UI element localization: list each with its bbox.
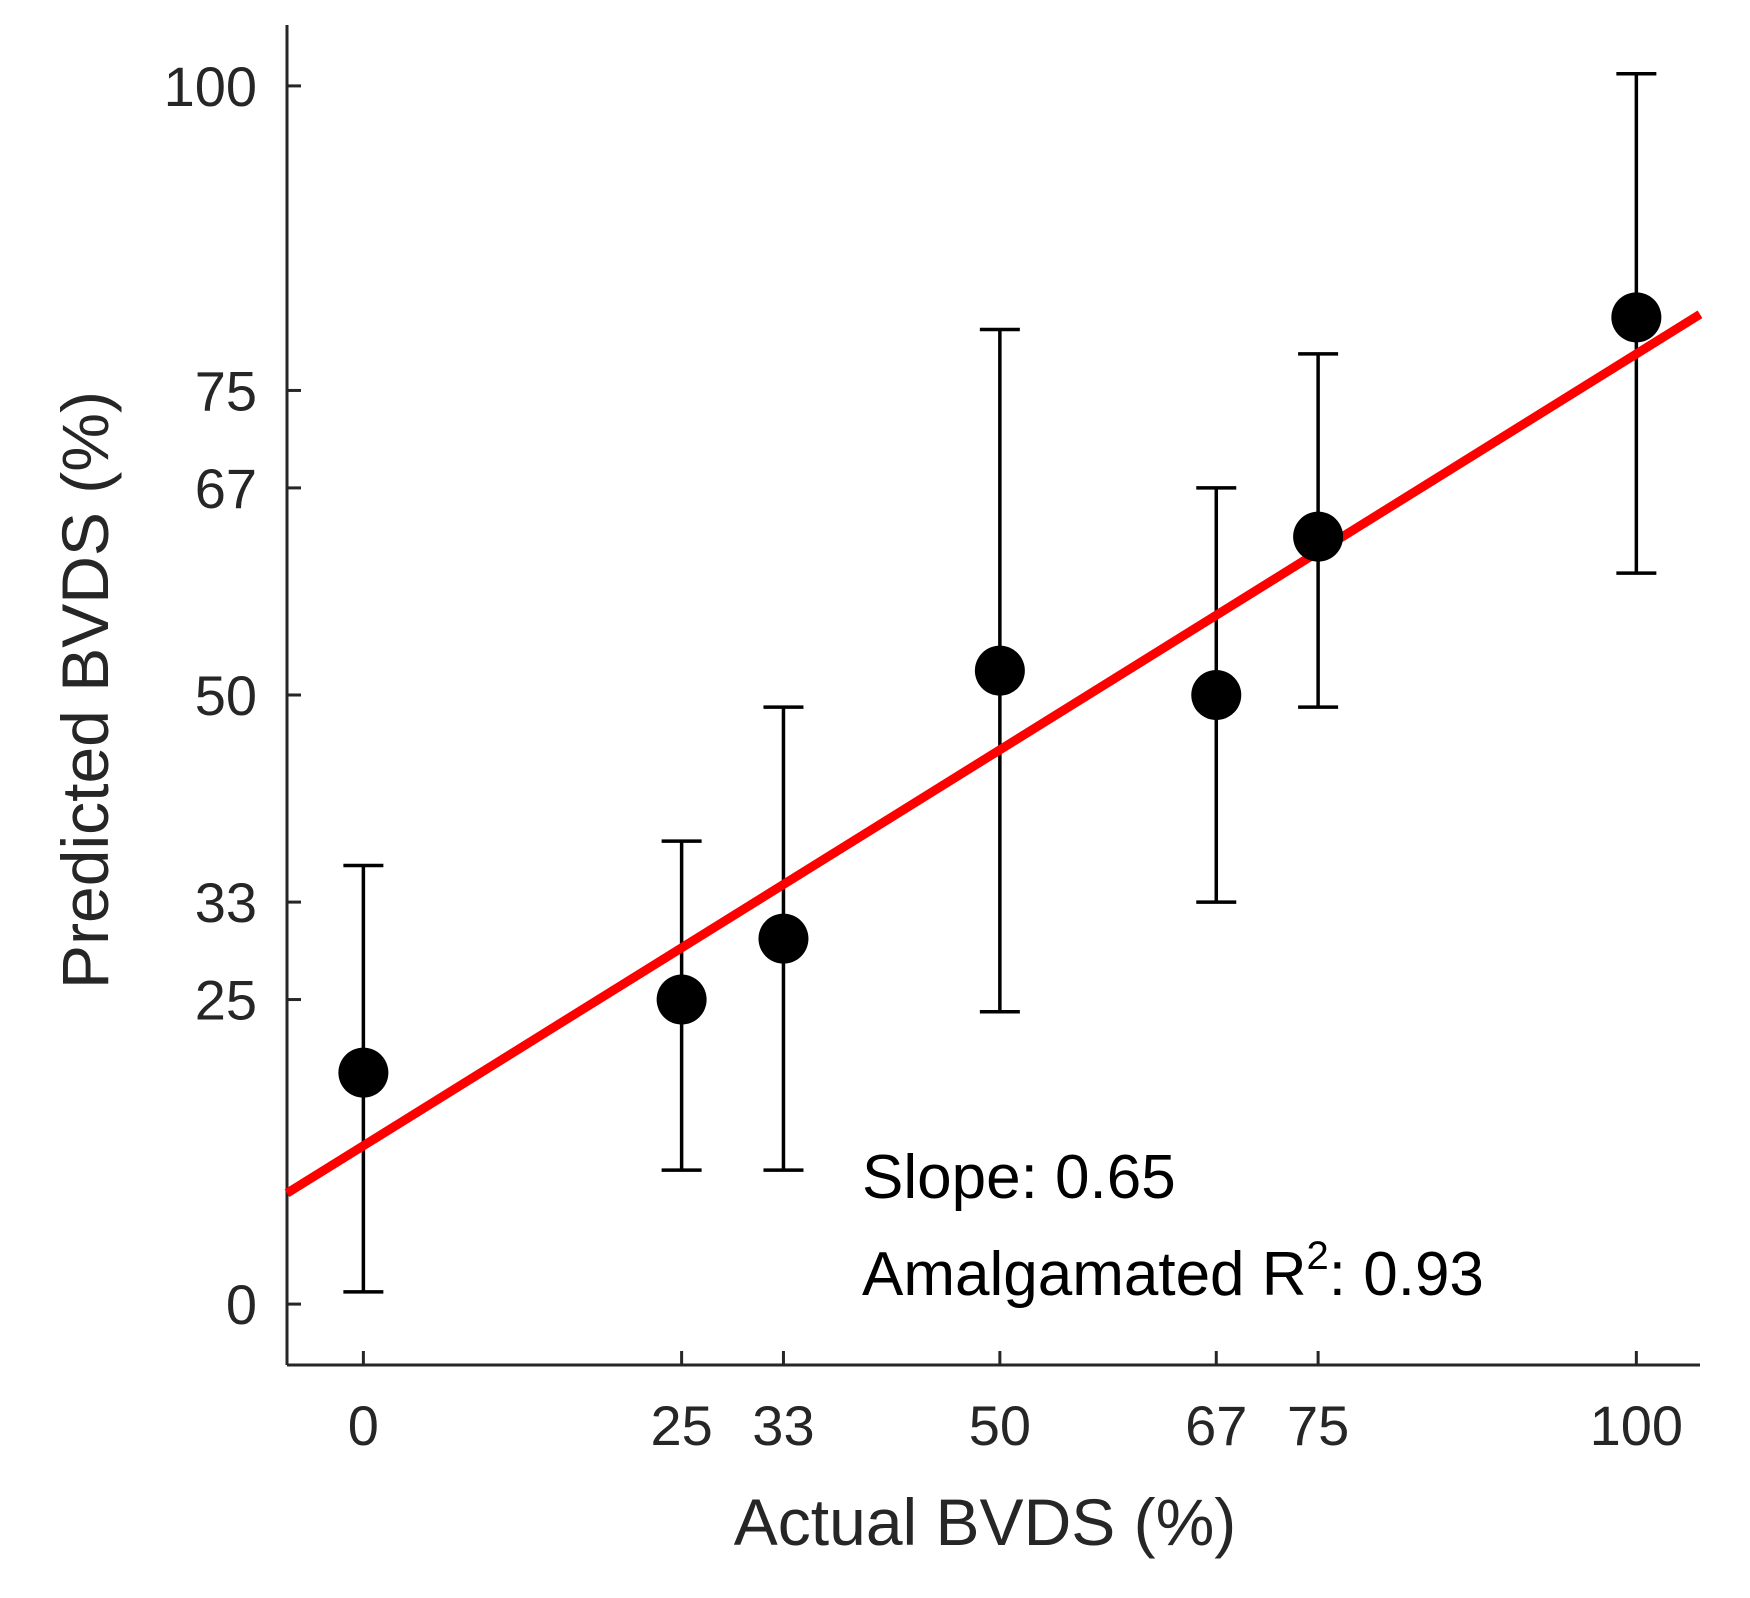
fit-line — [284, 310, 1703, 1198]
data-point — [758, 913, 809, 964]
y-axis-title: Predicted BVDS (%) — [48, 391, 122, 989]
y-tick-label: 33 — [195, 871, 257, 934]
slope-annotation: Slope: 0.65 — [862, 1143, 1176, 1212]
data-point — [974, 645, 1025, 696]
data-point — [338, 1047, 389, 1098]
x-tick-label: 33 — [752, 1394, 814, 1457]
x-tick-label: 25 — [650, 1394, 712, 1457]
x-axis-title: Actual BVDS (%) — [734, 1485, 1236, 1559]
y-tick-label: 67 — [195, 457, 257, 520]
x-tick-label: 67 — [1185, 1394, 1247, 1457]
data-point — [1293, 511, 1344, 562]
r2-annotation: Amalgamated R2: 0.93 — [862, 1234, 1484, 1309]
y-tick-label: 100 — [164, 55, 257, 118]
r2-prefix: Amalgamated R — [862, 1240, 1307, 1309]
plot-area: 0 25 33 50 67 75 100 0 25 33 50 67 75 100 — [164, 25, 1703, 1457]
x-tick-label: 100 — [1590, 1394, 1683, 1457]
y-tick-label: 75 — [195, 359, 257, 422]
data-point — [1611, 292, 1662, 343]
r2-suffix: : 0.93 — [1329, 1240, 1484, 1309]
x-tick-label: 0 — [348, 1394, 379, 1457]
y-tick-label: 25 — [195, 969, 257, 1032]
y-tick-label: 0 — [226, 1273, 257, 1336]
y-tick-label: 50 — [195, 664, 257, 727]
data-point — [1191, 670, 1242, 720]
x-tick-label: 50 — [969, 1394, 1031, 1457]
data-point — [656, 974, 707, 1025]
x-tick-label: 75 — [1287, 1394, 1349, 1457]
r2-superscript: 2 — [1307, 1234, 1329, 1278]
